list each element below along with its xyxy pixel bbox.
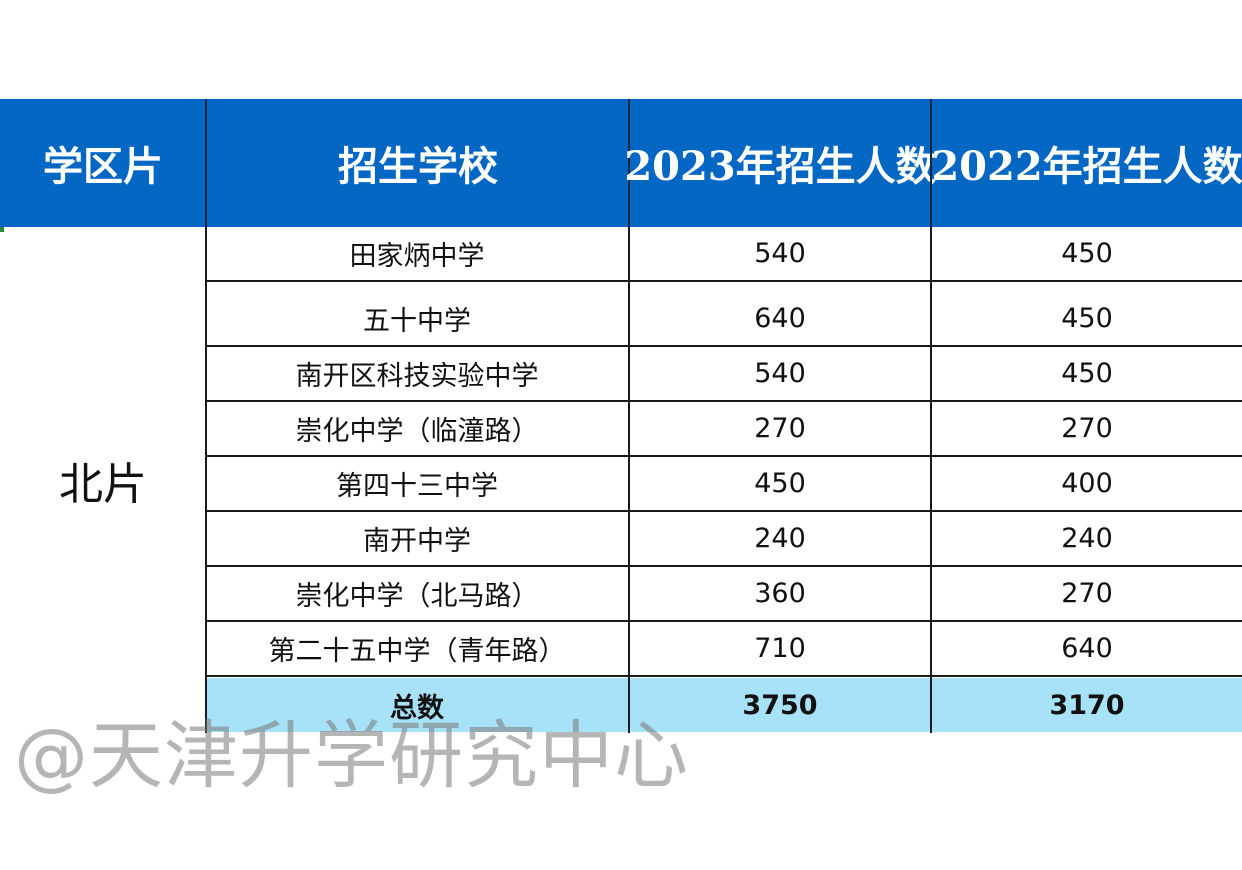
school-name: 田家炳中学 xyxy=(349,241,485,272)
header-divider xyxy=(628,99,630,227)
enrollment-2023: 540 xyxy=(754,238,806,269)
enrollment-2022: 270 xyxy=(1061,413,1113,444)
enrollment-2023: 710 xyxy=(754,633,806,664)
enrollment-2022: 450 xyxy=(1061,358,1113,389)
enrollment-2022: 240 xyxy=(1061,523,1113,554)
total-2023: 3750 xyxy=(742,689,818,721)
enrollment-2022: 640 xyxy=(1061,633,1113,664)
header-district: 学区片 xyxy=(43,143,163,190)
table-row: 第二十五中学（青年路） 710 640 xyxy=(206,622,1242,677)
total-2022: 3170 xyxy=(1049,689,1125,721)
table-row: 崇化中学（北马路） 360 270 xyxy=(206,567,1242,622)
enrollment-2022: 400 xyxy=(1061,468,1113,499)
enrollment-2023: 240 xyxy=(754,523,806,554)
column-divider xyxy=(628,227,630,733)
school-name: 南开中学 xyxy=(363,526,471,557)
table-row: 崇化中学（临潼路） 270 270 xyxy=(206,402,1242,457)
school-name: 第二十五中学（青年路） xyxy=(268,636,566,667)
header-2023: 2023年招生人数 xyxy=(624,143,936,190)
table-row: 第四十三中学 450 400 xyxy=(206,457,1242,512)
total-row: 总数 3750 3170 xyxy=(206,678,1242,732)
watermark: @天津升学研究中心 xyxy=(14,713,689,799)
header-school: 招生学校 xyxy=(338,143,498,190)
header-divider xyxy=(930,99,932,227)
enrollment-2023: 270 xyxy=(754,413,806,444)
enrollment-2022: 450 xyxy=(1061,238,1113,269)
school-name: 第四十三中学 xyxy=(336,471,498,502)
enrollment-2022: 270 xyxy=(1061,578,1113,609)
column-divider xyxy=(205,227,207,733)
table-row: 田家炳中学 540 450 xyxy=(206,227,1242,282)
school-name: 五十中学 xyxy=(363,306,471,337)
enrollment-2023: 450 xyxy=(754,468,806,499)
school-name: 崇化中学（北马路） xyxy=(295,581,539,612)
enrollment-2023: 640 xyxy=(754,303,806,334)
table-row: 南开区科技实验中学 540 450 xyxy=(206,347,1242,402)
total-label: 总数 xyxy=(390,692,444,724)
enrollment-2022: 450 xyxy=(1061,303,1113,334)
enrollment-2023: 360 xyxy=(754,578,806,609)
enrollment-2023: 540 xyxy=(754,358,806,389)
school-name: 崇化中学（临潼路） xyxy=(295,416,539,447)
district-cell: 北片 xyxy=(59,459,147,510)
header-divider xyxy=(205,99,207,227)
table-row: 南开中学 240 240 xyxy=(206,512,1242,567)
district-accent xyxy=(0,227,4,232)
table-header: 学区片 招生学校 2023年招生人数 2022年招生人数 xyxy=(0,99,1242,227)
column-divider xyxy=(930,227,932,733)
school-name: 南开区科技实验中学 xyxy=(295,361,539,392)
table-row: 五十中学 640 450 xyxy=(206,292,1242,347)
header-2022: 2022年招生人数 xyxy=(931,143,1242,190)
